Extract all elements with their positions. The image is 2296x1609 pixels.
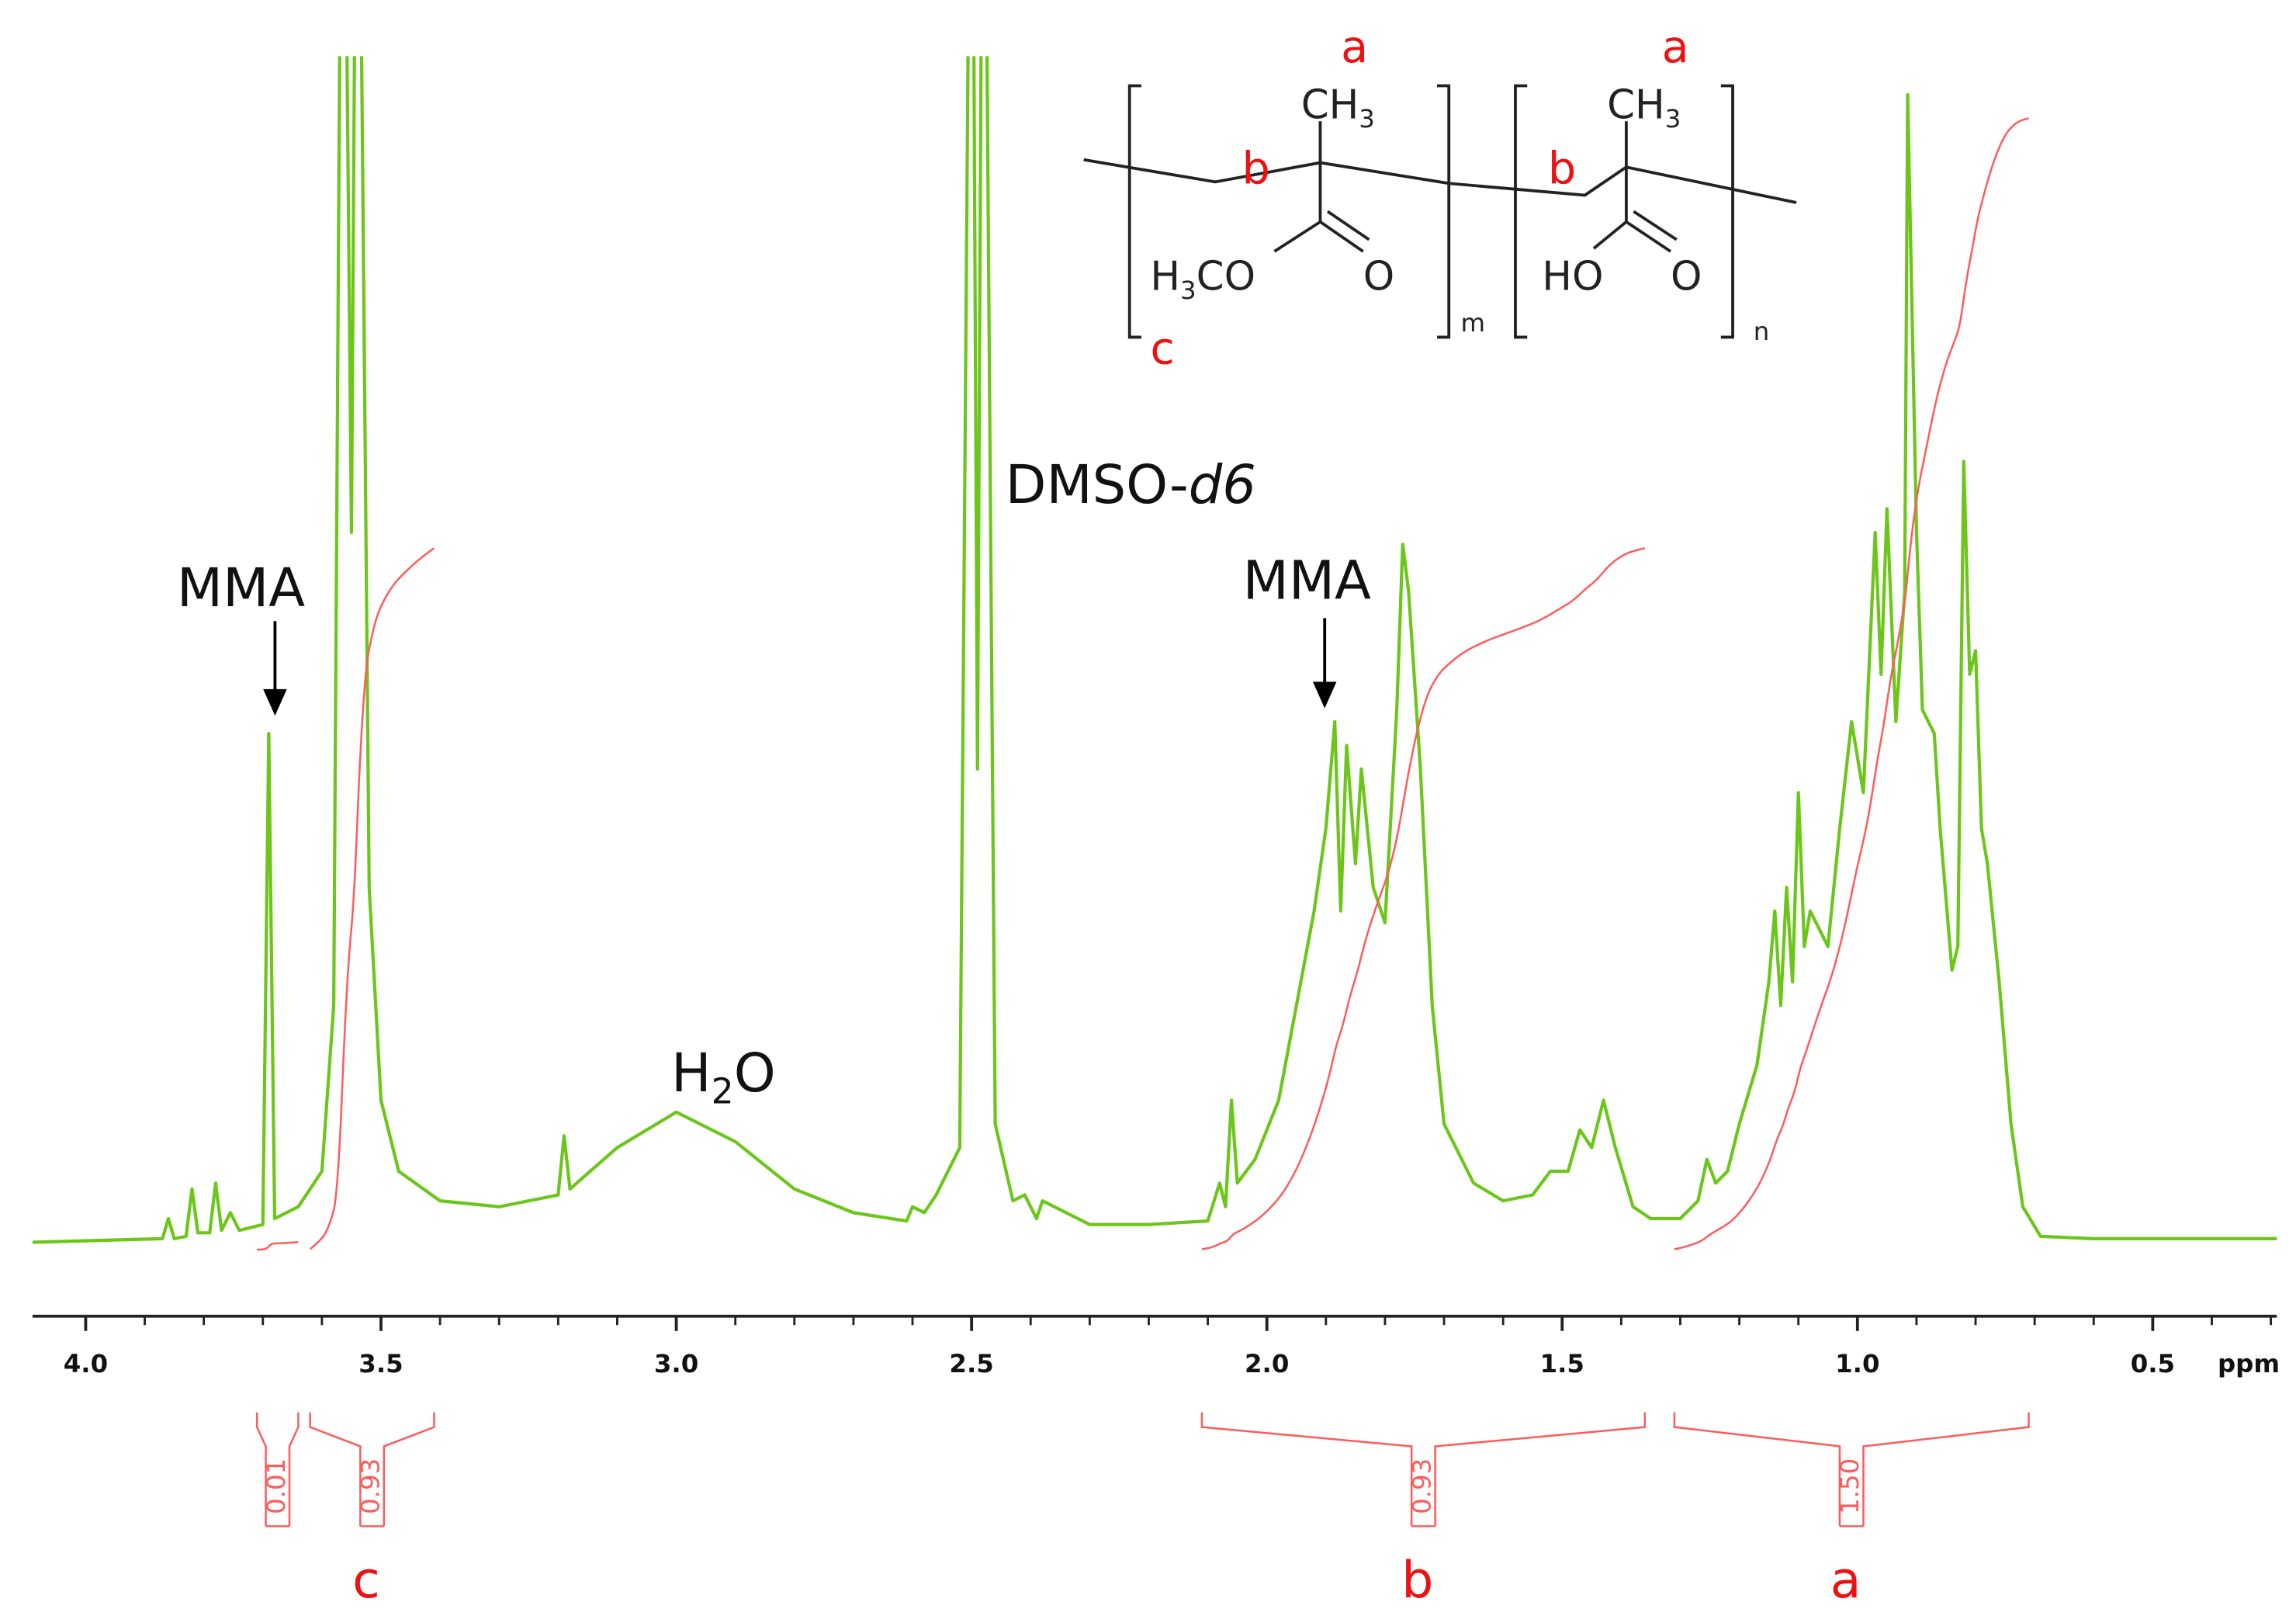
annotation: H2O: [671, 1042, 776, 1111]
integral-curve: [309, 547, 435, 1250]
arrow-head: [263, 688, 287, 716]
bond: [1326, 210, 1370, 241]
x-tick-label: 1.5: [1540, 1349, 1584, 1378]
site-label: a: [1341, 22, 1368, 73]
x-tick-label: 3.0: [654, 1349, 698, 1378]
spectrum-line: [32, 56, 2277, 1244]
x-tick-label: 3.5: [358, 1349, 403, 1378]
bracket: [1720, 84, 1734, 339]
integral-bracket: [309, 1412, 435, 1528]
bond: [1083, 158, 1449, 186]
structure-text: H: [1150, 253, 1180, 300]
annotation-part: DMSO-: [1006, 454, 1189, 516]
integral-bracket: [255, 1412, 300, 1528]
x-axis-label: ppm: [2218, 1349, 2280, 1378]
annotation-part: H: [671, 1042, 712, 1104]
x-tick-label: 4.0: [64, 1349, 108, 1378]
integral-bracket: [1200, 1412, 1647, 1528]
annotation: MMA: [1243, 550, 1371, 612]
x-tick-label: 2.5: [949, 1349, 993, 1378]
annotation-part: 2: [712, 1070, 734, 1111]
integral-curve: [1674, 117, 2029, 1250]
bracket: [1127, 84, 1141, 339]
arrow-head: [1312, 681, 1337, 709]
annotation-part: d6: [1189, 454, 1256, 516]
integral-curve: [257, 1241, 299, 1251]
bracket: [1514, 84, 1528, 339]
bond: [1273, 220, 1321, 253]
integral-assignment: b: [1401, 1552, 1433, 1609]
x-tick-label: 2.0: [1245, 1349, 1289, 1378]
integral-value: 0.93: [1407, 1458, 1436, 1514]
integral-curve: [1201, 547, 1646, 1250]
structure-text: 3: [1665, 104, 1681, 134]
site-label: b: [1548, 143, 1576, 194]
structure-text: 3: [1359, 104, 1375, 134]
site-label: c: [1150, 324, 1174, 375]
structure-text: CH3: [1301, 81, 1375, 133]
x-tick-label: 1.0: [1835, 1349, 1879, 1378]
structure-text: O: [1671, 253, 1702, 300]
structure-text: CH3: [1607, 81, 1681, 133]
annotation: DMSO-d6: [1006, 454, 1256, 516]
bond: [1625, 220, 1672, 253]
structure-text: CH: [1301, 81, 1359, 128]
annotation: MMA: [177, 557, 305, 619]
integral-bracket: [1673, 1412, 2030, 1528]
bond: [1449, 165, 1797, 204]
integral-assignment: c: [352, 1552, 380, 1609]
integral-value: 0.01: [261, 1458, 291, 1514]
bond: [1633, 210, 1678, 241]
structure-text: H3CO: [1150, 253, 1255, 304]
bond: [1319, 220, 1364, 253]
structure-text: m: [1460, 308, 1485, 338]
integral-value: 1.50: [1835, 1458, 1865, 1514]
bracket: [1436, 84, 1451, 339]
structure-text: CO: [1196, 253, 1255, 300]
structure: [1083, 84, 1797, 339]
structure-text: 3: [1180, 276, 1196, 305]
site-label: a: [1662, 22, 1689, 73]
annotation-part: O: [734, 1042, 776, 1104]
structure-text: O: [1363, 253, 1395, 300]
x-tick-label: 0.5: [2131, 1349, 2175, 1378]
plot-area: [32, 56, 2277, 1244]
site-label: b: [1242, 143, 1269, 194]
integral-assignment: a: [1830, 1552, 1861, 1609]
bond: [1592, 220, 1628, 250]
structure-text: CH: [1607, 81, 1665, 128]
integral-value: 0.93: [356, 1458, 386, 1514]
structure-text: HO: [1542, 253, 1603, 300]
structure-text: n: [1754, 317, 1770, 346]
